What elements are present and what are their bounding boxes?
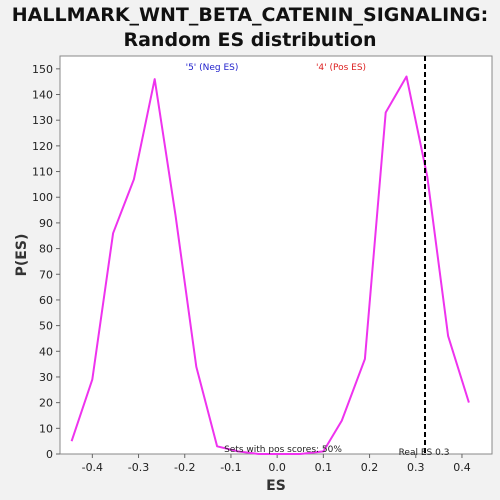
x-tick-label: 0.1 [315,461,333,474]
x-tick-label: -0.2 [174,461,195,474]
x-tick-label: -0.3 [128,461,149,474]
y-tick-label: 120 [32,140,53,153]
y-tick-label: 110 [32,166,53,179]
y-axis-title: P(ES) [14,234,30,277]
neg-es-label: '5' (Neg ES) [186,63,239,73]
x-axis-ticks: -0.4 -0.3 -0.2 -0.1 0.0 0.1 0.2 0.3 0.4 [82,454,471,474]
y-tick-label: 80 [39,243,53,256]
real-es-label: Real ES 0.3 [399,448,450,458]
x-tick-label: 0.2 [361,461,379,474]
chart-subtitle: Random ES distribution [123,29,376,51]
x-tick-label: 0.4 [453,461,471,474]
pos-scores-label: Sets with pos scores: 50% [224,445,342,455]
plot-area [59,55,493,455]
y-tick-label: 70 [39,268,53,281]
x-tick-label: -0.1 [220,461,241,474]
x-tick-label: 0.0 [268,461,286,474]
y-tick-label: 100 [32,191,53,204]
x-tick-label: -0.4 [82,461,103,474]
y-tick-label: 30 [39,371,53,384]
x-axis-title: ES [266,478,286,494]
y-tick-label: 0 [46,448,53,461]
y-tick-label: 140 [32,89,53,102]
y-tick-label: 50 [39,320,53,333]
y-tick-label: 60 [39,294,53,307]
pos-es-label: '4' (Pos ES) [316,63,366,73]
y-axis-ticks: 0 10 20 30 40 50 60 70 80 90 100 110 120 130 140 150 [32,63,60,461]
chart-title: HALLMARK_WNT_BETA_CATENIN_SIGNALING: [12,4,488,26]
y-tick-label: 130 [32,114,53,127]
series-layer [70,75,470,455]
x-tick-label: 0.3 [407,461,425,474]
y-tick-label: 90 [39,217,53,230]
series-line [70,75,470,455]
y-tick-label: 20 [39,397,53,410]
y-tick-label: 10 [39,422,53,435]
y-tick-label: 40 [39,345,53,358]
y-tick-label: 150 [32,63,53,76]
